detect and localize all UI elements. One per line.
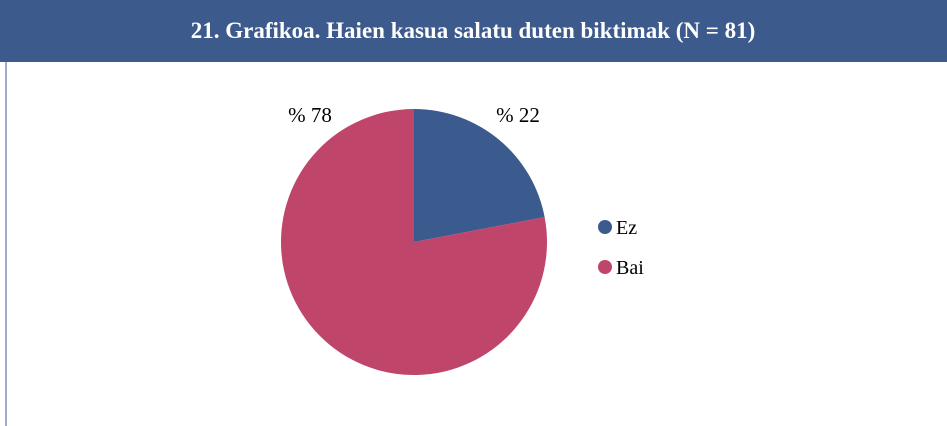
header-bar — [0, 0, 947, 62]
legend-label: Ez — [616, 217, 637, 239]
legend-swatch — [598, 260, 612, 274]
legend-label: Bai — [616, 257, 644, 279]
data-label: % 22 — [496, 103, 540, 127]
pie-slice — [414, 109, 545, 242]
legend-swatch — [598, 220, 612, 234]
chart-title: 21. Grafikoa. Haien kasua salatu duten b… — [191, 18, 756, 43]
data-label: % 78 — [288, 103, 332, 127]
pie-slice — [281, 109, 547, 375]
